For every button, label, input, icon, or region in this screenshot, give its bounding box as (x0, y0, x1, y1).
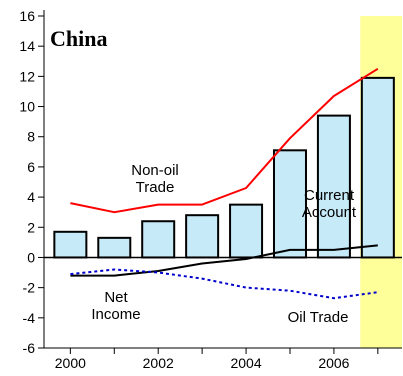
y-tick-label: -6 (23, 340, 36, 356)
y-tick-label: 14 (19, 38, 35, 54)
annotation-non-oil-trade-line-1: Non-oil (131, 162, 179, 179)
y-tick-label: -4 (23, 310, 36, 326)
y-tick-label: 0 (27, 249, 35, 265)
bar-2005 (272, 149, 307, 259)
bar-2004 (229, 203, 264, 259)
y-tick-label: 10 (19, 99, 35, 115)
bar-2006 (316, 114, 351, 259)
x-tick-label: 2006 (318, 355, 349, 371)
series-line-net-income (70, 244, 378, 277)
series-line-oil-trade (70, 268, 378, 300)
series-line-non-oil-trade (70, 67, 379, 214)
x-tick-label: 2004 (230, 355, 261, 371)
annotation-current-account-line-1: Current (304, 187, 355, 204)
x-tick-label: 2002 (143, 355, 174, 371)
y-tick-label: 4 (27, 189, 35, 205)
y-tick-label: 2 (27, 219, 35, 235)
y-tick-label: 8 (27, 129, 35, 145)
y-tick-label: 12 (19, 68, 35, 84)
y-tick-label: -2 (23, 280, 36, 296)
bar-2002 (141, 220, 176, 259)
bar-2003 (185, 214, 220, 259)
y-tick-label: 6 (27, 159, 35, 175)
x-tick-label: 2000 (55, 355, 86, 371)
bar-2000 (53, 230, 88, 259)
bar-2001 (97, 236, 132, 259)
annotation-non-oil-trade-line-2: Trade (136, 179, 175, 196)
annotation-oil-trade: Oil Trade (288, 309, 349, 326)
annotation-current-account-line-2: Account (302, 204, 357, 221)
y-tick-label: 16 (19, 8, 35, 24)
annotation-net-income-line-1: Net (104, 289, 128, 306)
annotation-net-income-line-2: Income (91, 306, 140, 323)
chart-title: China (50, 26, 107, 51)
bar-2007 (360, 76, 395, 259)
